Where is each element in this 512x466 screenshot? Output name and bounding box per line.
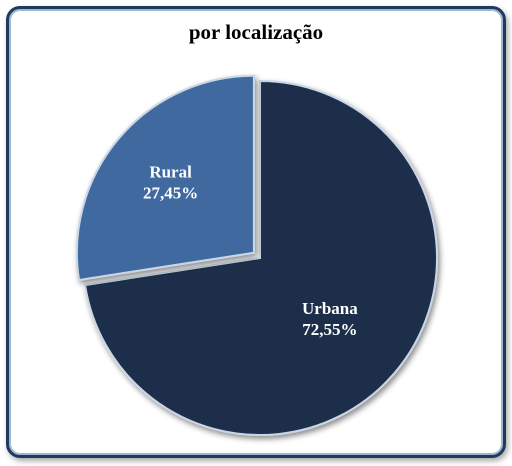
slice-label-urbana: Urbana bbox=[302, 299, 358, 318]
slice-value-urbana: 72,55% bbox=[302, 320, 357, 339]
slice-label-rural: Rural bbox=[149, 162, 192, 181]
chart-title: por localização bbox=[188, 20, 324, 44]
slice-value-rural: 27,45% bbox=[143, 183, 198, 202]
pie-slice-urbana bbox=[83, 79, 438, 436]
pie-slice-rural bbox=[76, 74, 255, 282]
